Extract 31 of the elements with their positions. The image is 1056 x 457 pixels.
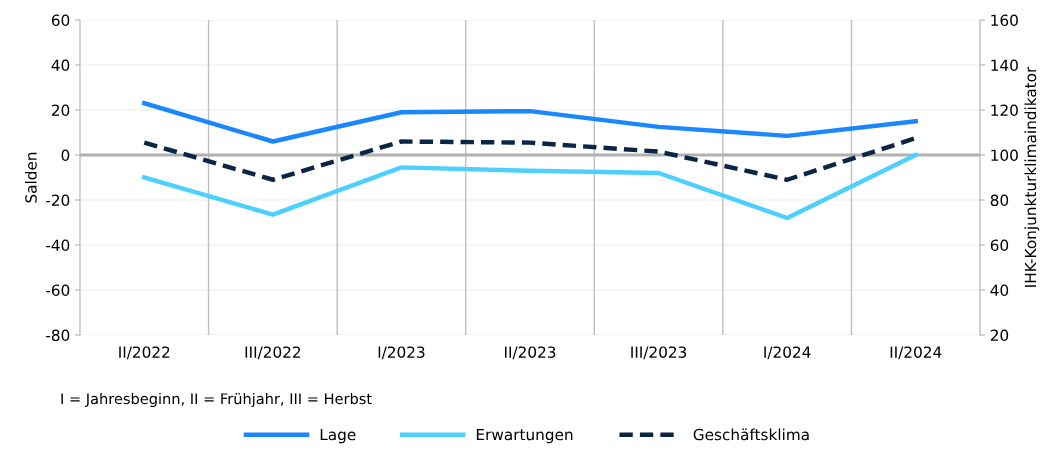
x-tick-label: I/2024 (764, 346, 811, 360)
y2-tick-label: 100 (991, 149, 1018, 162)
y-tick-label: -40 (46, 239, 70, 252)
x-tick-label: III/2022 (245, 346, 301, 360)
legend-label: Lage (320, 428, 356, 444)
x-tick-label: II/2022 (119, 346, 170, 360)
y-tick-label: 60 (51, 14, 70, 27)
y2-axis-title: IHK-Konjunkturklimaindikator (1024, 66, 1040, 287)
y2-tick-label: 160 (991, 14, 1018, 27)
y-tick-label: -20 (46, 194, 70, 207)
text: I = Jahresbeginn, II = Frühjahr, III = Herbst (61, 392, 372, 408)
y-tick-label: 0 (61, 149, 70, 162)
x-tick-label: II/2023 (504, 346, 556, 360)
line-series (142, 101, 918, 144)
y2-tick-label: 80 (990, 194, 1009, 207)
line-series (142, 152, 918, 221)
y2-tick-label: 40 (990, 284, 1009, 297)
y-tick-label: 40 (51, 59, 70, 72)
x-tick-label: III/2023 (631, 346, 687, 360)
y2-tick-label: 20 (990, 329, 1009, 342)
y-tick-label: -80 (46, 329, 70, 342)
y2-tick-label: 140 (991, 59, 1018, 72)
y-axis-title: Salden (24, 152, 37, 203)
y2-tick-label: 120 (991, 104, 1018, 117)
legend-label: Geschäftsklima (693, 428, 809, 441)
x-tick-label: II/2024 (890, 346, 942, 360)
x-tick-label: I/2023 (378, 346, 425, 360)
y-tick-label: -60 (46, 284, 70, 297)
y2-tick-label: 60 (990, 239, 1009, 252)
y-tick-label: 20 (51, 104, 70, 117)
legend-label: Erwartungen (476, 428, 573, 444)
